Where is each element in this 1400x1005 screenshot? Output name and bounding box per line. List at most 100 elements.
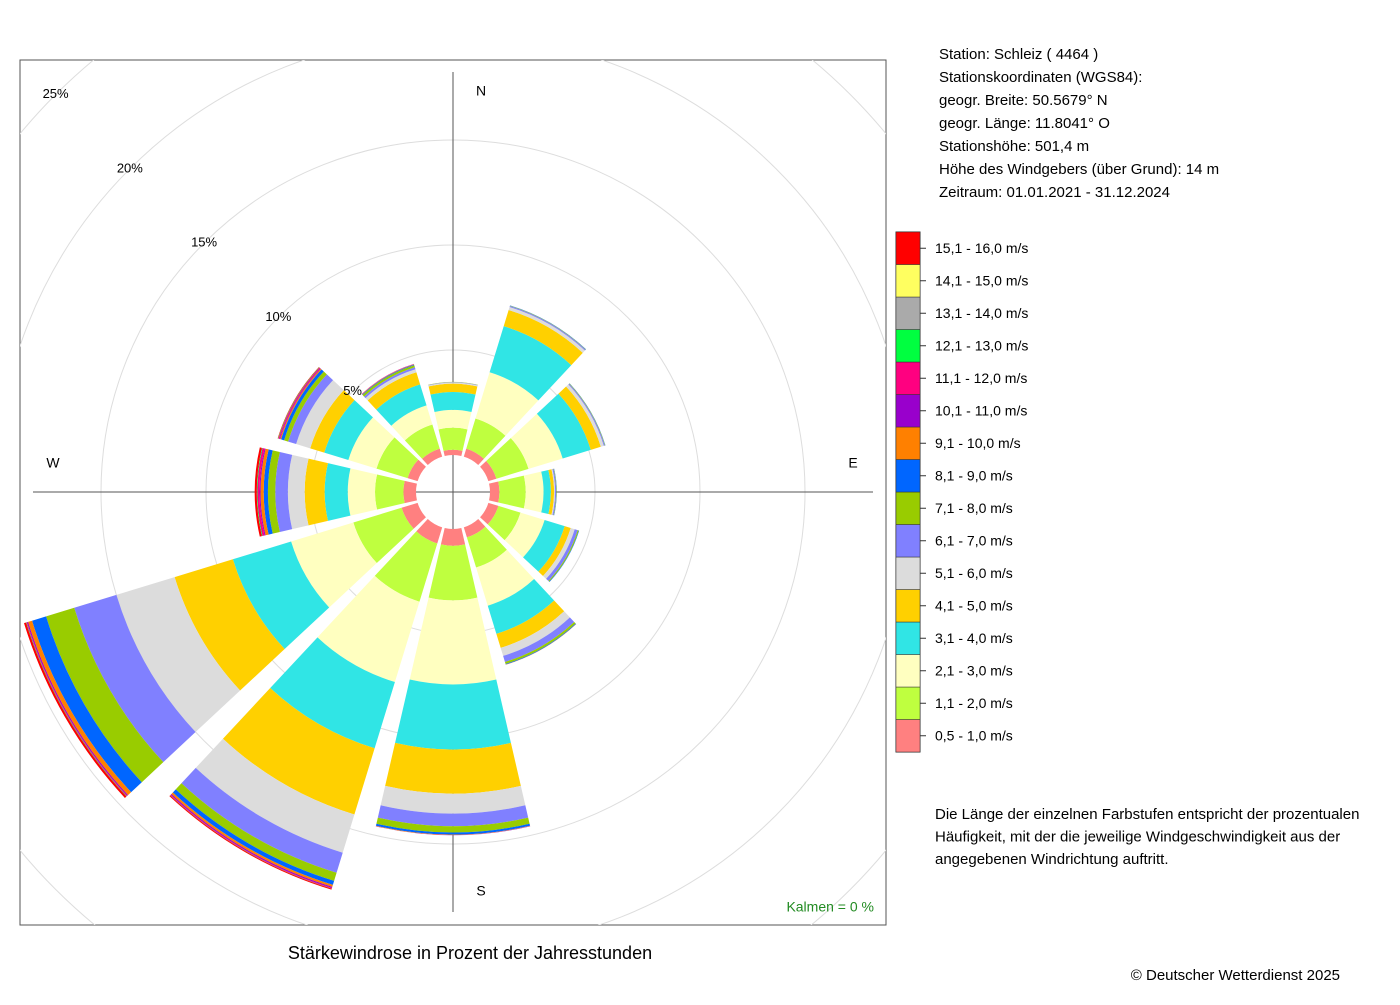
sector-segment: [260, 448, 269, 536]
sector-segment: [364, 367, 416, 399]
sector-segment: [463, 519, 486, 538]
legend-swatch: [895, 231, 921, 265]
sector-segment: [174, 559, 285, 691]
sector-segment: [486, 438, 529, 479]
legend-label: 8,1 - 9,0 m/s: [935, 467, 1013, 483]
legend-swatch: [895, 686, 921, 720]
sector-segment: [503, 310, 583, 366]
sector-segment: [551, 469, 556, 515]
sector-segment: [376, 384, 427, 426]
legend-swatch: [895, 556, 921, 590]
sector-segment: [500, 611, 570, 656]
sector-segment: [395, 679, 511, 750]
sector-segment: [548, 469, 555, 515]
legend-label: 12,1 - 13,0 m/s: [935, 337, 1028, 353]
station-info: geogr. Breite: 50.5679° N: [939, 92, 1108, 109]
legend-label: 7,1 - 8,0 m/s: [935, 500, 1013, 516]
legend-label: 11,1 - 12,0 m/s: [935, 370, 1027, 386]
sector-segment: [32, 616, 142, 793]
sector-segment: [428, 382, 478, 387]
sector-segment: [375, 825, 531, 835]
sector-segment: [466, 418, 506, 459]
sector-segment: [259, 448, 266, 536]
sector-segment: [480, 461, 497, 482]
sector-segment: [428, 544, 478, 601]
legend-label: 9,1 - 10,0 m/s: [935, 435, 1021, 451]
sector-segment: [541, 469, 551, 515]
legend-label: 4,1 - 5,0 m/s: [935, 597, 1013, 613]
sector-segment: [377, 805, 529, 827]
legend-label: 10,1 - 11,0 m/s: [935, 402, 1027, 418]
sector-segment: [504, 512, 545, 558]
sector-segment: [375, 474, 405, 510]
r-tick-label: 20%: [117, 160, 143, 175]
calm-label: Kalmen = 0 %: [786, 899, 874, 915]
sector-segment: [428, 383, 478, 395]
legend-swatch: [895, 394, 921, 428]
sector-segment: [353, 507, 414, 564]
sector-segment: [374, 531, 438, 602]
legend-label: 5,1 - 6,0 m/s: [935, 565, 1013, 581]
sector-segment: [543, 527, 575, 579]
sector-segment: [553, 468, 557, 516]
sector-segment: [116, 577, 241, 733]
legend-swatch: [895, 589, 921, 623]
sector-segment: [428, 382, 478, 386]
sector-segment: [553, 468, 557, 516]
sector-segment: [375, 826, 531, 836]
note-line: Die Länge der einzelnen Farbstufen entsp…: [935, 806, 1359, 823]
sector-segment: [348, 417, 395, 469]
sector-segment: [267, 450, 280, 534]
sector-segment: [284, 371, 327, 442]
sector-segment: [508, 307, 585, 353]
sector-segment: [428, 381, 478, 385]
sector-segment: [480, 502, 499, 525]
station-info: Station: Schleiz ( 4464 ): [939, 46, 1098, 63]
legend-swatch: [895, 524, 921, 558]
sector-segment: [422, 448, 443, 465]
sector-segment: [256, 447, 263, 537]
station-info: geogr. Länge: 11.8041° O: [939, 115, 1110, 132]
sector-segment: [566, 384, 604, 447]
sector-segment: [222, 688, 375, 815]
sector-segment: [175, 783, 337, 881]
legend-swatch: [895, 426, 921, 460]
legend-swatch: [895, 621, 921, 655]
sector-segment: [475, 372, 539, 436]
legend-label: 0,5 - 1,0 m/s: [935, 727, 1013, 743]
station-info: Stationshöhe: 501,4 m: [939, 138, 1089, 155]
chart-title: Stärkewindrose in Prozent der Jahresstun…: [288, 943, 652, 963]
sector-segment: [538, 526, 571, 576]
sector-segment: [498, 475, 526, 509]
sector-segment: [270, 637, 395, 749]
legend-swatch: [895, 296, 921, 330]
sector-segment: [404, 424, 440, 459]
sector-segment: [401, 502, 426, 529]
station-info: Stationskoordinaten (WGS84):: [939, 69, 1142, 86]
legend-label: 13,1 - 14,0 m/s: [935, 305, 1028, 321]
sector-segment: [496, 600, 565, 648]
sector-segment: [287, 454, 309, 530]
sector-segment: [275, 452, 293, 532]
legend-label: 1,1 - 2,0 m/s: [935, 695, 1013, 711]
sector-segment: [288, 374, 334, 445]
sector-segment: [403, 480, 417, 504]
sector-segment: [324, 400, 373, 460]
sector-segment: [380, 785, 526, 814]
legend-swatch: [895, 264, 921, 298]
sector-segment: [476, 549, 535, 606]
legend-swatch: [895, 654, 921, 688]
sector-segment: [296, 380, 344, 449]
legend-label: 14,1 - 15,0 m/s: [935, 272, 1028, 288]
sector-segment: [376, 817, 530, 833]
sector-segment: [376, 437, 419, 479]
sector-segment: [291, 522, 377, 608]
direction-label: S: [476, 883, 485, 899]
sector-segment: [367, 372, 421, 410]
station-info: Höhe des Windgebers (über Grund): 14 m: [939, 161, 1219, 178]
legend-label: 2,1 - 3,0 m/s: [935, 662, 1013, 678]
legend-label: 3,1 - 4,0 m/s: [935, 630, 1013, 646]
sector-segment: [536, 393, 591, 459]
sector-segment: [181, 767, 343, 873]
